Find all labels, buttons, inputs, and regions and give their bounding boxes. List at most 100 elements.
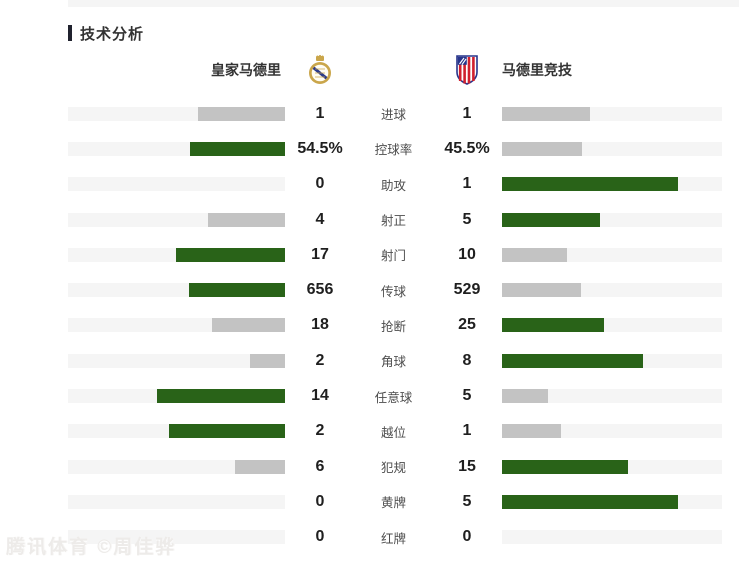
away-value: 10 bbox=[458, 245, 476, 263]
home-value: 0 bbox=[315, 175, 325, 193]
home-bar bbox=[68, 353, 285, 368]
stat-label: 助攻 bbox=[380, 178, 406, 193]
stat-row-12: 0 红牌 0 bbox=[68, 520, 739, 555]
home-bar-fill bbox=[190, 141, 285, 156]
real-madrid-crest-icon bbox=[309, 55, 331, 84]
home-bar-fill bbox=[188, 283, 285, 298]
away-bar bbox=[502, 318, 722, 333]
away-value: 5 bbox=[462, 210, 472, 228]
away-bar-fill bbox=[502, 494, 678, 509]
away-bar bbox=[502, 283, 722, 298]
section-title-marker bbox=[68, 25, 72, 41]
away-value: 529 bbox=[453, 281, 481, 299]
section-title: 技术分析 bbox=[80, 25, 145, 43]
away-bar-fill bbox=[502, 353, 643, 368]
home-bar-fill bbox=[212, 318, 285, 333]
home-bar-fill bbox=[235, 459, 285, 474]
away-bar bbox=[502, 353, 722, 368]
home-value: 656 bbox=[306, 281, 334, 299]
stat-label: 黄牌 bbox=[380, 496, 406, 511]
home-bar bbox=[68, 177, 285, 192]
away-bar bbox=[502, 141, 722, 156]
away-bar-fill bbox=[502, 177, 678, 192]
stat-row-1: 54.5% 控球率 45.5% bbox=[68, 131, 739, 166]
stat-label: 红牌 bbox=[380, 531, 406, 546]
home-value: 0 bbox=[315, 492, 325, 510]
stat-row-7: 2 角球 8 bbox=[68, 343, 739, 378]
home-value: 4 bbox=[315, 210, 325, 228]
away-bar-fill bbox=[502, 318, 605, 333]
stat-label: 控球率 bbox=[374, 143, 413, 158]
home-value: 6 bbox=[315, 457, 325, 475]
away-bar bbox=[502, 389, 722, 404]
home-value: 18 bbox=[311, 316, 329, 334]
away-bar bbox=[502, 530, 722, 545]
away-bar-fill bbox=[502, 283, 581, 298]
away-value: 45.5% bbox=[444, 139, 490, 157]
home-value: 54.5% bbox=[297, 139, 343, 157]
atletico-madrid-crest-icon bbox=[456, 55, 478, 85]
home-bar-fill bbox=[175, 247, 285, 262]
home-bar bbox=[68, 106, 285, 121]
stat-label: 越位 bbox=[380, 425, 406, 440]
home-bar-fill bbox=[250, 353, 285, 368]
stat-label: 任意球 bbox=[374, 390, 413, 405]
away-bar-fill bbox=[502, 212, 600, 227]
away-bar-fill bbox=[502, 141, 583, 156]
away-bar-fill bbox=[502, 424, 561, 439]
stat-row-8: 14 任意球 5 bbox=[68, 378, 739, 413]
home-bar-fill bbox=[198, 106, 285, 121]
away-bar bbox=[502, 212, 722, 227]
home-bar bbox=[68, 424, 285, 439]
away-bar-fill bbox=[502, 106, 590, 121]
away-team-crest-icon bbox=[432, 55, 502, 85]
home-team-crest-icon bbox=[285, 55, 355, 85]
stat-label: 传球 bbox=[380, 284, 406, 299]
away-value: 8 bbox=[462, 351, 472, 369]
stat-label: 射正 bbox=[380, 214, 406, 229]
away-value: 1 bbox=[462, 422, 472, 440]
home-bar-fill bbox=[169, 424, 285, 439]
home-value: 1 bbox=[315, 104, 325, 122]
stat-row-10: 6 犯规 15 bbox=[68, 449, 739, 484]
stat-label: 进球 bbox=[380, 108, 406, 123]
top-divider bbox=[68, 0, 739, 7]
home-bar bbox=[68, 283, 285, 298]
away-bar bbox=[502, 494, 722, 509]
home-value: 2 bbox=[315, 422, 325, 440]
home-team-name: 皇家马德里 bbox=[211, 62, 281, 78]
away-bar bbox=[502, 106, 722, 121]
home-bar bbox=[68, 459, 285, 474]
home-bar bbox=[68, 318, 285, 333]
home-bar bbox=[68, 530, 285, 545]
away-team-name: 马德里竞技 bbox=[502, 62, 572, 78]
away-value: 15 bbox=[458, 457, 476, 475]
watermark: 腾讯体育 ©周佳骅 bbox=[6, 537, 177, 558]
stat-row-5: 656 传球 529 bbox=[68, 272, 739, 307]
stat-row-2: 0 助攻 1 bbox=[68, 167, 739, 202]
home-bar bbox=[68, 389, 285, 404]
home-bar-fill bbox=[157, 389, 285, 404]
stat-row-6: 18 抢断 25 bbox=[68, 308, 739, 343]
home-bar-fill bbox=[207, 212, 285, 227]
home-value: 14 bbox=[311, 387, 329, 405]
section-header: 技术分析 bbox=[68, 24, 145, 43]
away-value: 5 bbox=[462, 387, 472, 405]
away-value: 1 bbox=[462, 104, 472, 122]
home-bar bbox=[68, 247, 285, 262]
teams-header-row: 皇家马德里 bbox=[68, 52, 739, 88]
away-bar bbox=[502, 459, 722, 474]
stat-row-0: 1 进球 1 bbox=[68, 96, 739, 131]
home-value: 2 bbox=[315, 351, 325, 369]
stat-row-3: 4 射正 5 bbox=[68, 202, 739, 237]
home-value: 17 bbox=[311, 245, 329, 263]
away-bar bbox=[502, 177, 722, 192]
away-bar bbox=[502, 247, 722, 262]
away-value: 0 bbox=[462, 528, 472, 546]
stat-label: 角球 bbox=[380, 355, 406, 370]
stat-label: 犯规 bbox=[380, 461, 406, 476]
home-bar bbox=[68, 494, 285, 509]
stat-row-11: 0 黄牌 5 bbox=[68, 484, 739, 519]
home-value: 0 bbox=[315, 528, 325, 546]
